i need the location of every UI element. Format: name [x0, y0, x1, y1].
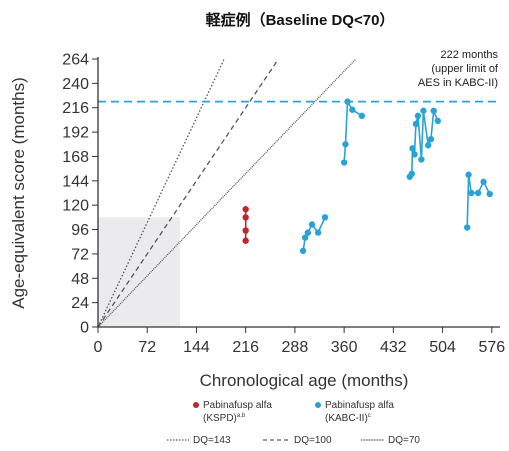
upper-limit-annotation: 222 months	[441, 49, 499, 61]
x-tick-label: 504	[429, 339, 456, 356]
data-point	[344, 98, 351, 105]
data-point	[301, 234, 309, 241]
y-tick-label: 72	[71, 246, 89, 263]
x-tick-label: 216	[232, 339, 259, 356]
y-tick-label: 120	[62, 198, 89, 215]
legend-label-kspd-line1: Pabinafusp alfa	[203, 400, 272, 411]
legend-marker-kabc	[315, 402, 321, 408]
series-line-1-2	[409, 110, 439, 178]
x-tick-label: 144	[183, 339, 210, 356]
data-point	[242, 237, 249, 244]
y-tick-label: 192	[62, 125, 89, 142]
data-point	[430, 107, 437, 114]
y-tick-label: 216	[62, 100, 89, 117]
reference-line-dq143	[97, 58, 225, 328]
y-tick-label: 144	[62, 173, 89, 190]
data-point	[314, 229, 322, 236]
legend-sup-kabc: c	[368, 413, 371, 419]
y-tick-label: 24	[71, 295, 89, 312]
y-tick-label: 96	[71, 222, 89, 239]
data-point	[418, 156, 425, 163]
y-tick-label: 240	[62, 76, 89, 93]
data-point	[321, 214, 329, 221]
data-point	[242, 206, 249, 213]
legend-label-kabc-line1: Pabinafusp alfa	[325, 400, 394, 411]
upper-limit-annotation: (upper limit of	[431, 63, 499, 75]
legend-marker-kspd	[193, 402, 199, 408]
legend-label-kspd-line2: (KSPD)a,b	[203, 413, 246, 424]
data-point	[486, 190, 493, 198]
data-point	[411, 151, 418, 158]
data-point	[465, 171, 472, 178]
plot-area: 0 24 48 72 96 120 144 168 192 216 240 264 0 72 144 216 2…	[9, 49, 505, 390]
x-tick-label: 288	[282, 339, 309, 356]
data-point	[420, 107, 427, 114]
legend-label-dq70: DQ=70	[388, 435, 420, 446]
y-tick-label: 48	[71, 271, 89, 288]
data-point	[358, 112, 366, 120]
y-tick-label: 168	[62, 149, 89, 166]
data-point	[468, 189, 475, 197]
data-point	[308, 221, 316, 228]
data-point	[414, 112, 422, 120]
data-point	[242, 227, 249, 234]
legend-label-kabc-text: (KABC-II)	[325, 413, 368, 424]
data-point	[463, 224, 471, 231]
data-point	[408, 170, 416, 177]
x-tick-label: 576	[478, 339, 505, 356]
legend-label-dq100: DQ=100	[294, 435, 332, 446]
data-point	[434, 117, 441, 125]
shaded-region	[98, 217, 181, 327]
data-point	[340, 159, 348, 166]
x-tick-label: 72	[138, 339, 156, 356]
data-point	[427, 135, 435, 143]
x-tick-label: 360	[331, 339, 358, 356]
reference-line-dq70	[97, 58, 357, 328]
legend-sup-kspd: a,b	[237, 413, 246, 419]
data-point	[304, 229, 312, 236]
chart-title: 軽症例（Baseline DQ<70）	[206, 11, 395, 29]
reference-line-dq100	[97, 58, 280, 328]
x-axis-label: Chronological age (months)	[200, 371, 409, 390]
data-point	[349, 106, 356, 113]
data-point	[425, 142, 432, 149]
legend: Pabinafusp alfa (KSPD)a,b Pabinafusp alf…	[167, 400, 420, 446]
upper-limit-annotation: AES in KABC-II)	[418, 77, 498, 89]
legend-label-dq143: DQ=143	[193, 435, 231, 446]
data-point	[242, 214, 249, 221]
y-tick-label: 0	[80, 320, 89, 337]
data-point	[474, 189, 482, 197]
x-tick-label: 432	[380, 339, 407, 356]
x-tick-label: 0	[94, 339, 103, 356]
y-axis-label: Age-equivalent score (months)	[9, 77, 28, 309]
data-point	[409, 145, 416, 152]
data-point	[412, 120, 420, 128]
legend-label-kabc-line2: (KABC-II)c	[325, 413, 371, 424]
legend-label-kspd-text: (KSPD)	[203, 413, 237, 424]
data-point	[480, 178, 487, 186]
data-point	[342, 141, 349, 148]
y-tick-label: 264	[62, 52, 89, 69]
data-point	[299, 247, 307, 255]
